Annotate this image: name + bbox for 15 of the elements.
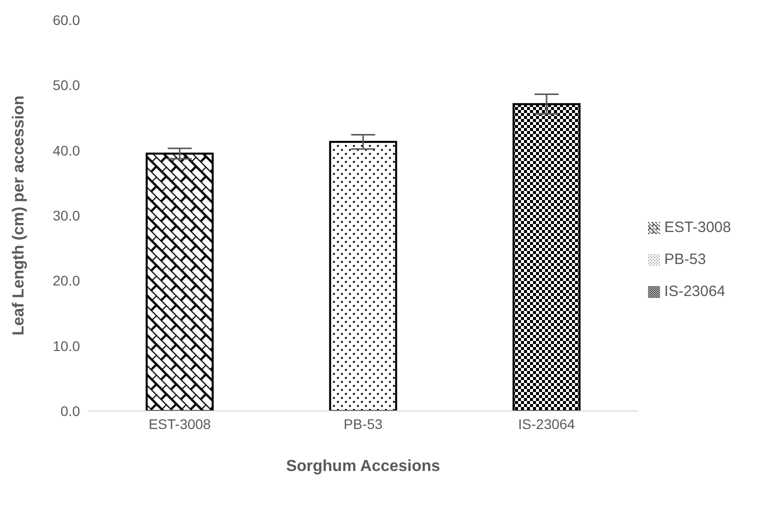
legend-label: EST-3008	[664, 218, 731, 236]
y-tick-label: 50.0	[52, 77, 80, 94]
y-tick-label: 40.0	[52, 142, 80, 158]
y-tick-label: 60.0	[52, 12, 80, 28]
y-tick-label: 20.0	[52, 272, 80, 289]
y-axis-title: Leaf Length (cm) per accession	[10, 95, 28, 336]
x-tick-label: PB-53	[344, 416, 383, 432]
x-axis-title: Sorghum Accesions	[286, 458, 440, 475]
y-tick-label: 30.0	[52, 207, 80, 224]
x-tick-label: IS-23064	[518, 416, 576, 432]
x-tick-label: EST-3008	[148, 416, 212, 432]
y-tick-label: 10.0	[52, 338, 80, 354]
legend-label: PB-53	[664, 250, 706, 268]
legend-label: IS-23064	[664, 282, 726, 300]
y-tick-label: 0.0	[60, 402, 80, 419]
